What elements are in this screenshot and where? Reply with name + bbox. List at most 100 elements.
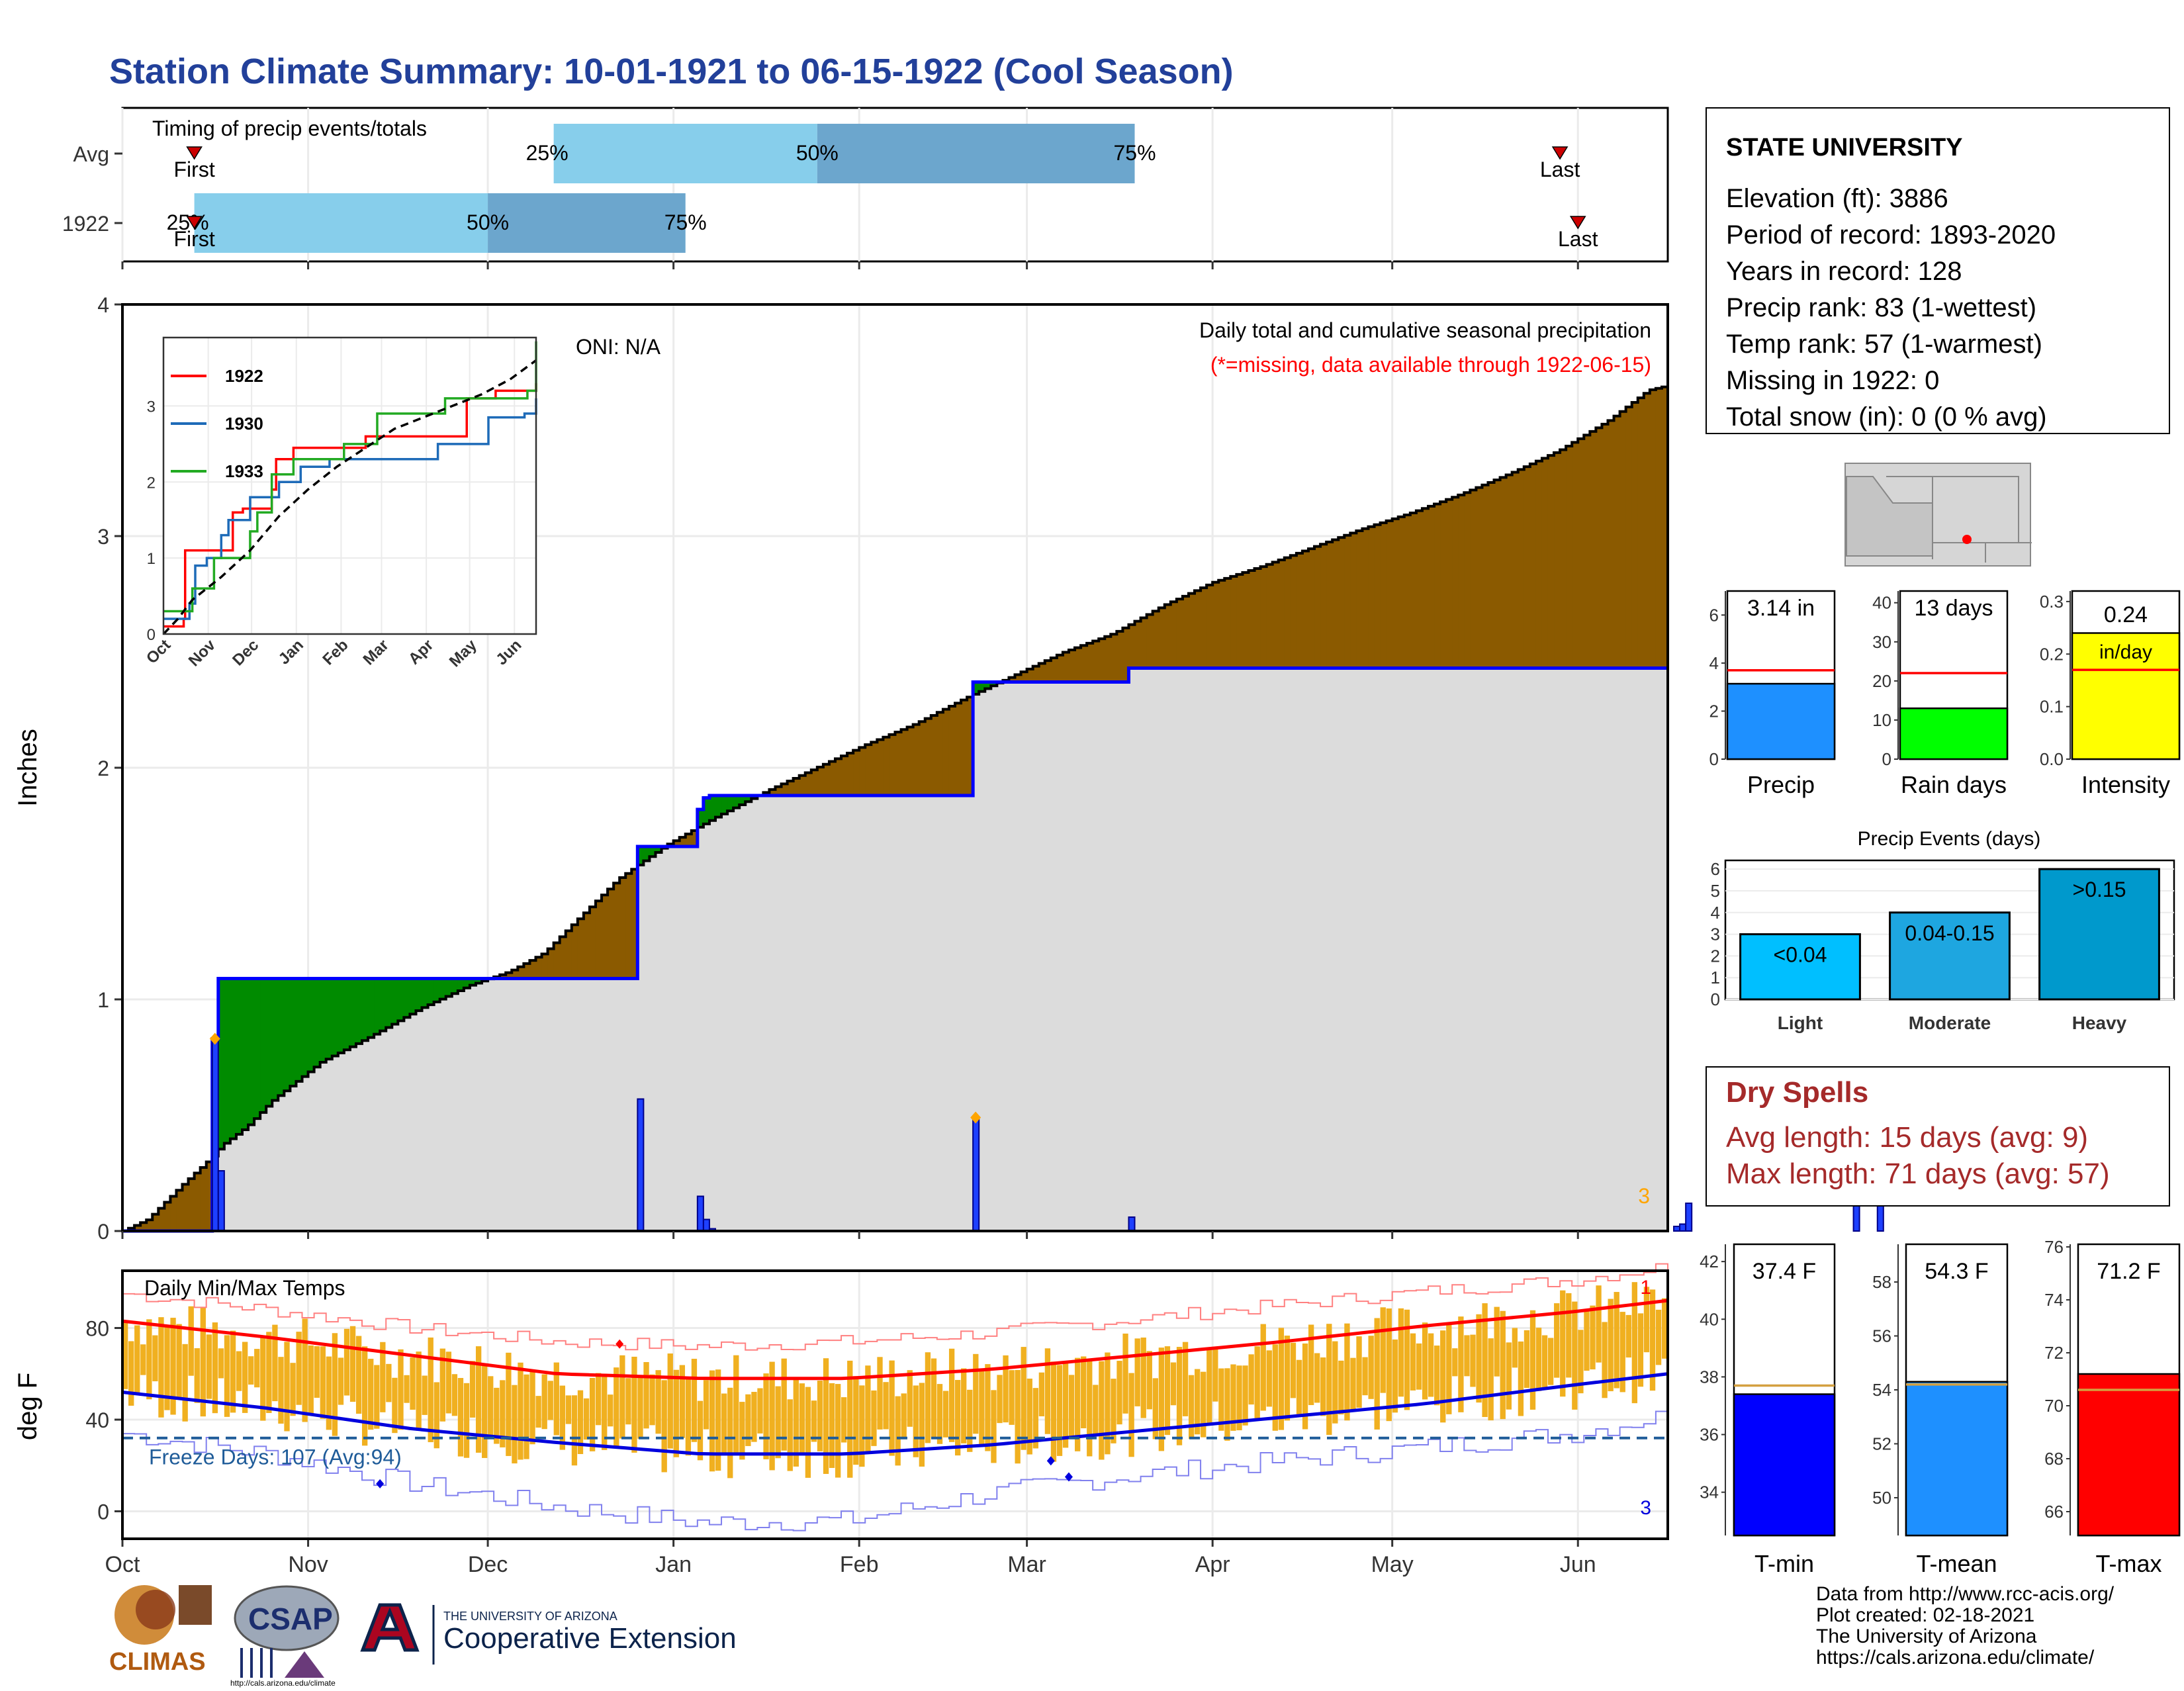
daily-temp-bar: [889, 1360, 895, 1456]
daily-temp-bar: [482, 1364, 488, 1458]
daily-temp-bar: [1260, 1324, 1266, 1411]
daily-temp-bar: [763, 1373, 769, 1459]
daily-temp-bar: [1116, 1361, 1122, 1425]
daily-temp-bar: [1099, 1361, 1105, 1460]
intensity_bar-ytick-label: 0.1: [2040, 697, 2064, 717]
daily-temp-bar: [1344, 1323, 1350, 1421]
daily-temp-bar: [296, 1332, 302, 1405]
daily-temp-bar: [1578, 1330, 1584, 1394]
deficit-band: [1146, 614, 1154, 668]
daily-temp-bar: [793, 1379, 799, 1467]
daily-temp-bar: [727, 1387, 733, 1479]
deficit-band: [1566, 445, 1572, 668]
deficit-band: [1272, 562, 1279, 668]
raindays_bar-bar: [1899, 707, 2009, 760]
deficit-band: [1440, 502, 1447, 668]
deficit-band: [955, 703, 962, 796]
temps-xtick-label: Mar: [1007, 1552, 1046, 1577]
deficit-band: [1452, 497, 1459, 668]
deficit-band: [602, 895, 608, 979]
daily-temp-bar: [709, 1370, 715, 1472]
deficit-band: [1026, 668, 1034, 682]
precip-annotation-title: Daily total and cumulative seasonal prec…: [1199, 318, 1651, 342]
daily-temp-bar: [1236, 1365, 1242, 1431]
precip_bar-ytick-label: 2: [1709, 701, 1719, 721]
deficit-band: [194, 1173, 201, 1231]
surplus-band: [715, 796, 722, 817]
daily-precip-bar: [211, 1038, 219, 1232]
daily-precip-bar: [637, 1098, 645, 1232]
timing-row-label: 1922: [62, 212, 109, 236]
surplus-band: [242, 978, 249, 1130]
deficit-band: [1284, 557, 1291, 668]
events-bar-label: >0.15: [2073, 878, 2126, 901]
daily-temp-bar: [445, 1351, 452, 1414]
daily-temp-bar: [1038, 1372, 1045, 1416]
daily-temp-bar: [1009, 1370, 1015, 1425]
daily-temp-bar: [643, 1362, 649, 1429]
surplus-band: [469, 978, 477, 985]
daily-temp-bar: [242, 1342, 248, 1413]
deficit-band: [823, 764, 830, 796]
station-line: Elevation (ft): 3886: [1726, 184, 1948, 213]
inset-legend-label: 1933: [225, 461, 263, 481]
daily-temp-bar: [1093, 1385, 1099, 1436]
deficit-band: [188, 1178, 195, 1231]
daily-temp-bar: [218, 1348, 224, 1379]
deficit-band: [1062, 652, 1069, 682]
deficit-band: [1176, 599, 1183, 668]
daily-temp-bar: [1440, 1330, 1446, 1423]
daily-temp-bar: [541, 1374, 547, 1430]
daily-temp-bar: [811, 1400, 817, 1442]
temps-title: Daily Min/Max Temps: [144, 1276, 345, 1300]
daily-temp-bar: [1201, 1371, 1206, 1438]
daily-temp-bar: [1338, 1360, 1344, 1415]
deficit-band: [1500, 477, 1507, 668]
temps-xtick-label: Apr: [1195, 1552, 1230, 1577]
tmin_bar-bar: [1733, 1393, 1836, 1537]
dry-spells-title: Dry Spells: [1726, 1076, 1868, 1109]
deficit-band: [1619, 411, 1627, 668]
daily-temp-bar: [865, 1365, 871, 1453]
location-map: [1844, 463, 2032, 567]
surplus-band: [428, 978, 435, 1005]
deficit-band: [1482, 484, 1489, 668]
surplus-band: [703, 798, 710, 824]
deficit-band: [853, 750, 860, 796]
deficit-band: [1122, 627, 1130, 682]
surplus-band: [266, 978, 273, 1107]
deficit-band: [829, 761, 836, 796]
inset-ytick-label: 0: [147, 626, 156, 644]
tmean_bar-ytick-label: 54: [1872, 1380, 1891, 1400]
deficit-band: [1164, 604, 1171, 668]
surplus-band: [248, 978, 255, 1125]
raindays_bar-ytick-label: 30: [1872, 632, 1891, 652]
daily-temp-bar: [948, 1348, 955, 1442]
deficit-band: [1044, 661, 1052, 682]
daily-temp-bar: [1296, 1359, 1302, 1416]
surplus-band: [236, 978, 243, 1134]
temps-ytick-label: 0: [97, 1500, 109, 1524]
deficit-band: [1422, 508, 1429, 668]
daily-temp-bar: [404, 1375, 410, 1403]
deficit-band: [835, 758, 842, 796]
surplus-band: [416, 978, 423, 1011]
precip-ytick-label: 0: [97, 1220, 109, 1244]
timing-p25-label: 25%: [167, 210, 209, 234]
deficit-band: [1170, 602, 1177, 668]
svg-text:CSAP: CSAP: [248, 1602, 333, 1636]
station-info-box: STATE UNIVERSITY Elevation (ft): 3886 Pe…: [1706, 107, 2170, 434]
daily-temp-bar: [451, 1374, 458, 1416]
daily-temp-bar: [1602, 1322, 1608, 1398]
daily-temp-bar: [1398, 1308, 1404, 1397]
daily-temp-bar: [1512, 1328, 1518, 1368]
tmin_bar-xlabel: T-min: [1754, 1550, 1814, 1577]
daily-temp-bar: [757, 1388, 763, 1434]
daily-temp-bar: [614, 1367, 619, 1447]
deficit-band: [176, 1190, 183, 1231]
daily-temp-bar: [715, 1369, 721, 1471]
deficit-band: [901, 729, 908, 796]
inset-ytick-label: 3: [147, 398, 156, 416]
deficit-band: [817, 767, 824, 796]
precip-frame: [121, 303, 1669, 1232]
